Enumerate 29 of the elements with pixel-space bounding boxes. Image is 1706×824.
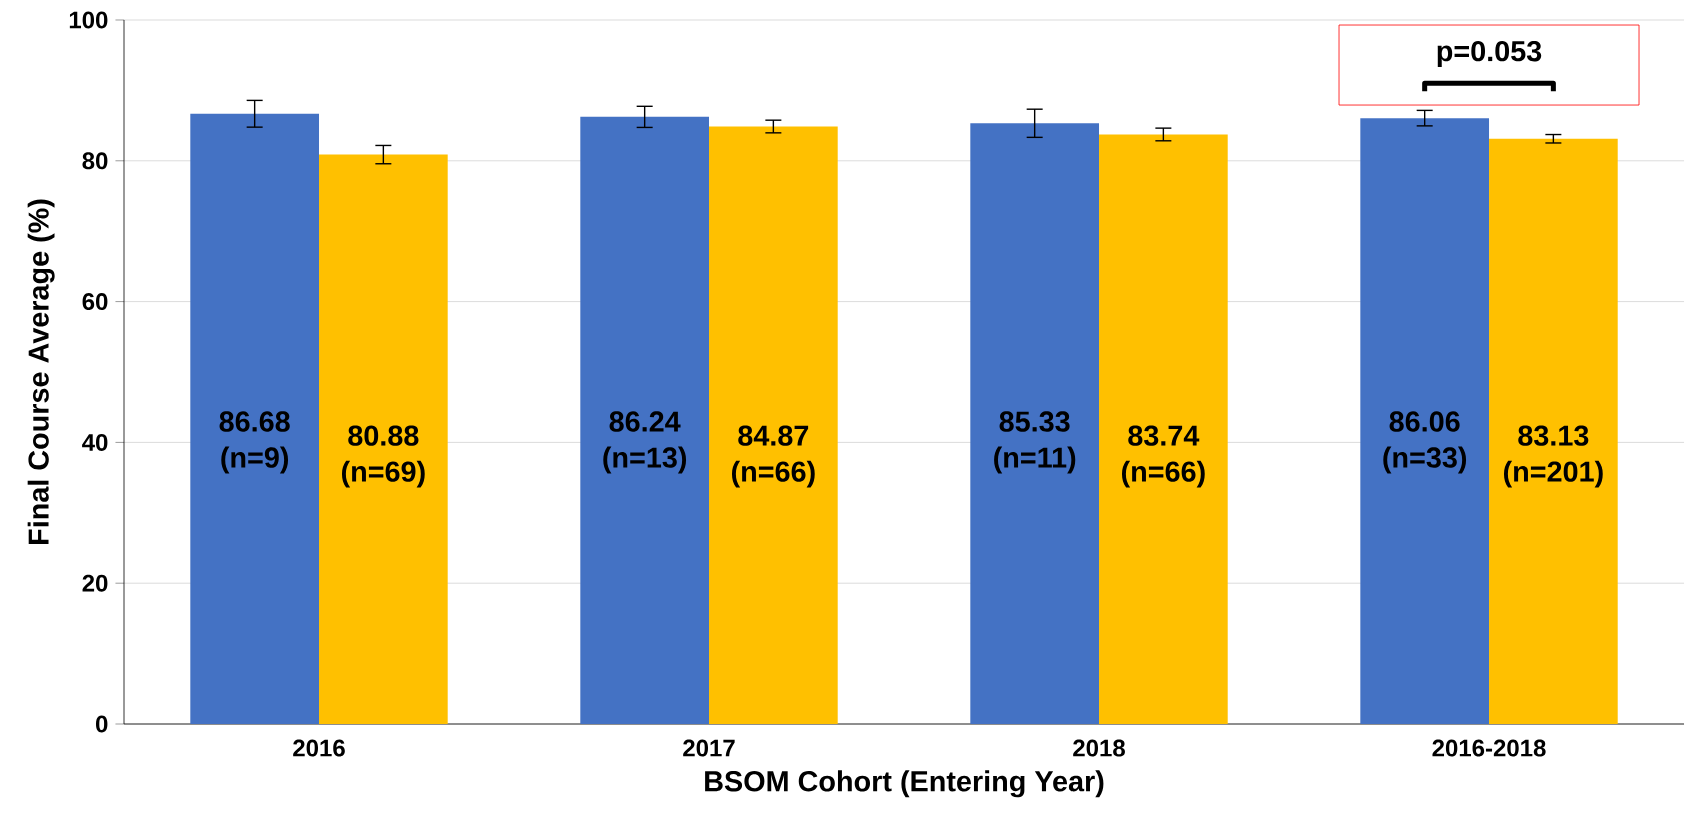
bar bbox=[580, 116, 710, 724]
data-label: 85.33 (n=11) bbox=[994, 411, 1076, 474]
bar bbox=[709, 126, 838, 724]
y-tick-label: 40 bbox=[82, 433, 108, 451]
y-tick-label: 60 bbox=[82, 293, 108, 311]
data-label: 83.13 (n=201) bbox=[1503, 425, 1603, 488]
x-tick-label: 2016-2018 bbox=[1432, 739, 1546, 757]
y-tick-label: 80 bbox=[82, 152, 108, 170]
bar bbox=[1360, 118, 1490, 724]
x-tick-label: 2018 bbox=[1073, 739, 1125, 757]
x-tick-label: 2016 bbox=[293, 739, 345, 757]
x-tick-label: 2017 bbox=[683, 739, 735, 757]
data-label: 80.88 (n=69) bbox=[341, 425, 425, 488]
y-axis-title: Final Course Average (%) bbox=[27, 199, 55, 544]
bar bbox=[190, 113, 320, 724]
x-axis-title: BSOM Cohort (Entering Year) bbox=[705, 770, 1104, 798]
y-tick-label: 0 bbox=[95, 715, 108, 733]
bar bbox=[319, 154, 448, 724]
annotation: p=0.053 bbox=[1437, 40, 1542, 68]
y-tick-label: 20 bbox=[82, 574, 108, 592]
bar bbox=[970, 123, 1100, 724]
data-label: 83.74 (n=66) bbox=[1121, 425, 1205, 488]
data-label: 86.24 (n=13) bbox=[603, 411, 687, 474]
bar bbox=[1099, 134, 1228, 724]
y-tick-label: 100 bbox=[69, 11, 108, 29]
data-label: 86.68 (n=9) bbox=[219, 411, 290, 474]
data-label: 84.87 (n=66) bbox=[731, 425, 815, 488]
bar bbox=[1489, 138, 1618, 724]
data-label: 86.06 (n=33) bbox=[1383, 411, 1467, 474]
